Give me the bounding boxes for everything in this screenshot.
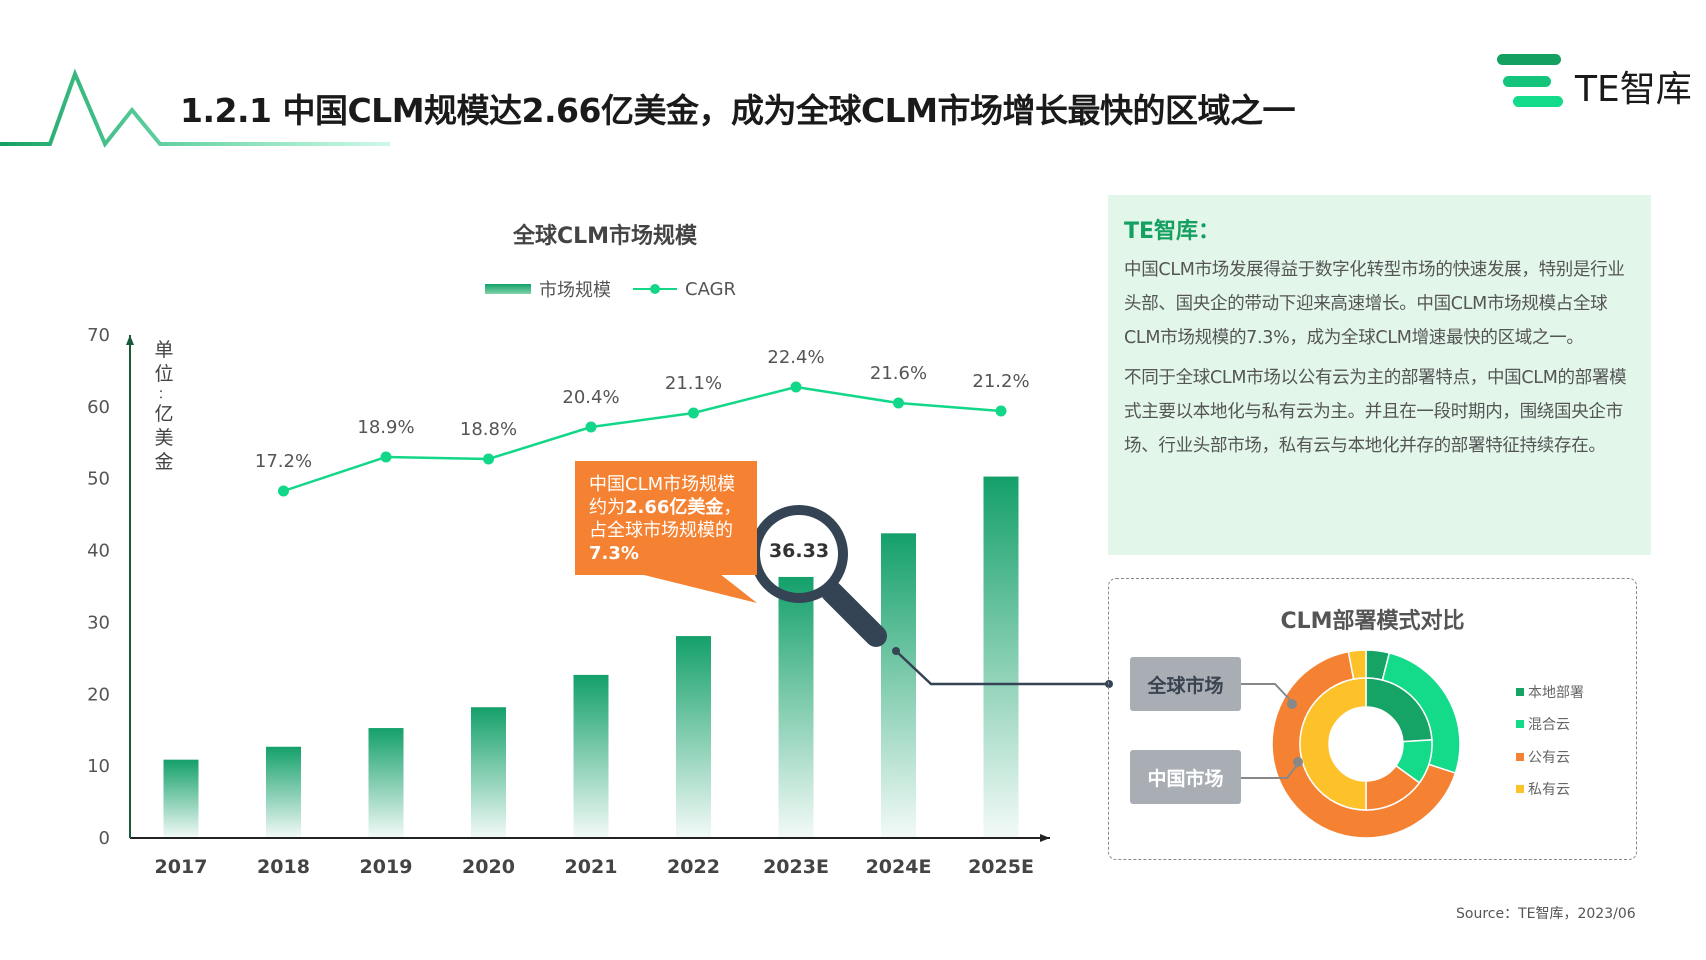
legend-item-onprem: 本地部署 — [1516, 682, 1584, 702]
bar-2020 — [471, 707, 506, 838]
cagr-label: 22.4% — [767, 347, 824, 368]
legend-item-hybrid: 混合云 — [1516, 714, 1570, 734]
bar-2024E — [881, 533, 916, 838]
bar-2019 — [368, 728, 404, 838]
highlight-value: 36.33 — [768, 540, 830, 562]
legend-line-swatch — [633, 284, 677, 294]
leader-china — [1241, 763, 1299, 779]
cagr-line — [283, 385, 1002, 493]
y-tick-label: 20 — [87, 684, 110, 705]
bar-chart: 0 10 20 30 40 50 60 70 2017 2018 2019 2020 2021 2022 2… — [87, 325, 1050, 878]
cagr-point-2020 — [483, 453, 494, 465]
bar-2017 — [163, 759, 199, 838]
y-axis-label: 单位：亿美金 — [154, 339, 174, 473]
leader-dot-global — [1287, 699, 1297, 709]
chart-legend: 市场规模 CAGR — [485, 276, 736, 302]
y-tick-label: 50 — [87, 469, 110, 490]
insight-heading: TE智库： — [1124, 219, 1221, 244]
legend-bar-label: 市场规模 — [539, 280, 611, 301]
y-tick-label: 70 — [87, 325, 110, 346]
x-tick-label: 2019 — [360, 856, 413, 878]
callout-box: 中国CLM市场规模约为2.66亿美金，占全球市场规模的7.3% — [575, 461, 757, 575]
x-tick-label: 2020 — [462, 856, 515, 878]
leader-dot-china — [1293, 757, 1303, 767]
te-logo — [1497, 54, 1563, 107]
legend-item-private: 私有云 — [1516, 779, 1570, 799]
x-tick-label: 2021 — [565, 856, 618, 878]
donut-title: CLM部署模式对比 — [1280, 609, 1465, 634]
x-tick-label: 2017 — [155, 856, 208, 878]
cagr-point-2021 — [585, 421, 597, 433]
cagr-point-2018 — [278, 485, 289, 497]
label-china-market: 中国市场 — [1130, 750, 1241, 804]
magnifier-handle — [821, 581, 887, 647]
cagr-label: 20.4% — [562, 387, 619, 408]
cagr-point-2022 — [688, 407, 699, 419]
leader-global — [1241, 683, 1293, 703]
y-tick-label: 60 — [87, 397, 110, 418]
cagr-point-2024E — [893, 397, 904, 409]
bar-2018 — [266, 746, 301, 838]
cagr-label: 18.9% — [357, 417, 414, 438]
inner-slice-3 — [1299, 677, 1367, 811]
bar-2025E — [983, 476, 1019, 838]
cagr-label: 21.2% — [972, 371, 1029, 392]
insight-paragraph-2: 不同于全球CLM市场以公有云为主的部署特点，中国CLM的部署模式主要以本地化与私… — [1124, 368, 1627, 456]
insight-paragraph-1: 中国CLM市场发展得益于数字化转型市场的快速发展，特别是行业头部、国央企的带动下… — [1124, 260, 1625, 348]
y-tick-label: 40 — [87, 541, 110, 562]
logo-text: TE智库 — [1575, 69, 1692, 110]
cagr-label: 18.8% — [460, 419, 517, 440]
y-axis-arrow — [126, 335, 134, 345]
cagr-label: 17.2% — [255, 451, 312, 472]
x-axis-arrow — [1040, 834, 1050, 842]
y-tick-label: 10 — [87, 756, 110, 777]
cagr-label: 21.6% — [870, 363, 927, 384]
donut-chart — [1241, 649, 1461, 839]
bar-2022 — [676, 636, 711, 838]
legend-item-public: 公有云 — [1516, 747, 1570, 767]
chart-title: 全球CLM市场规模 — [512, 224, 698, 249]
insight-panel: TE智库： 中国CLM市场发展得益于数字化转型市场的快速发展，特别是行业头部、国… — [1108, 195, 1651, 555]
bar-2023E — [778, 576, 814, 838]
cagr-label: 21.1% — [665, 373, 722, 394]
header-zigzag-decoration — [0, 68, 390, 148]
x-tick-label: 2024E — [866, 856, 932, 878]
bar-2021 — [573, 674, 609, 838]
cagr-point-2025E — [995, 405, 1007, 417]
legend-line-label: CAGR — [685, 278, 737, 300]
x-tick-label: 2022 — [667, 856, 720, 878]
deployment-panel — [1108, 578, 1637, 860]
cagr-point-2023E — [790, 381, 802, 393]
x-tick-label: 2025E — [968, 856, 1034, 878]
cagr-point-2019 — [380, 451, 392, 463]
y-tick-label: 30 — [87, 612, 110, 633]
x-tick-label: 2023E — [763, 856, 829, 878]
source-note: Source：TE智库，2023/06 — [1456, 906, 1636, 922]
legend-bar-swatch — [485, 284, 531, 294]
label-global-market: 全球市场 — [1130, 657, 1241, 711]
x-tick-label: 2018 — [257, 856, 310, 878]
magnifier-overlay — [640, 505, 1113, 688]
page-title: 1.2.1 中国CLM规模达2.66亿美金，成为全球CLM市场增长最快的区域之一 — [180, 91, 1296, 130]
y-tick-label: 0 — [99, 828, 110, 849]
